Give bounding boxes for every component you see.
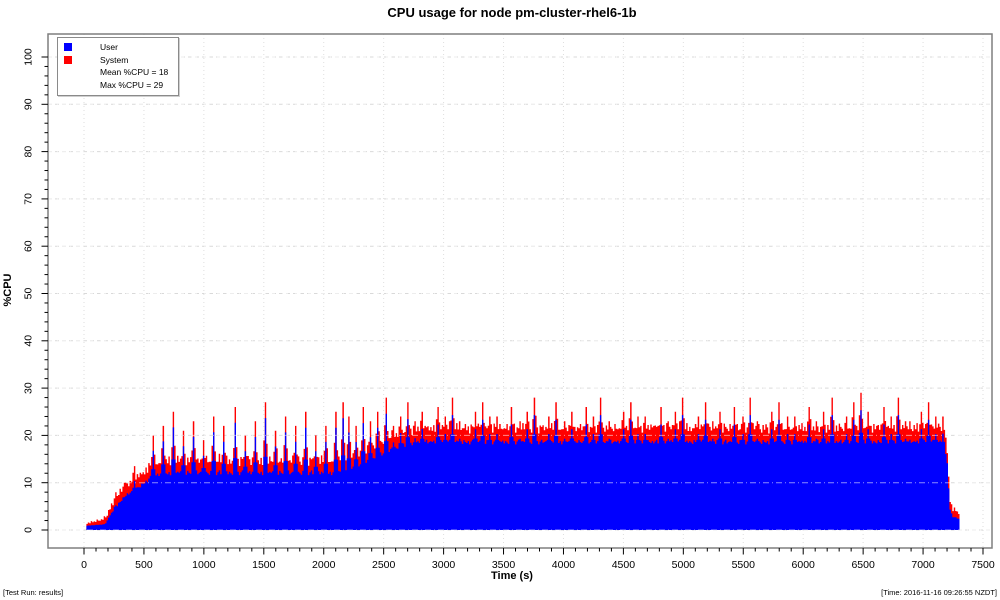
- y-tick-label: 80: [23, 146, 35, 158]
- legend-item-system: System: [64, 54, 174, 67]
- axis-ticks: [41, 56, 984, 555]
- x-tick-label: 1500: [252, 559, 276, 571]
- test-run-footer: [Test Run: results]: [3, 588, 64, 597]
- max-cpu-text: Max %CPU = 29: [100, 79, 164, 90]
- y-tick-label: 90: [23, 98, 35, 110]
- x-tick-label: 500: [135, 559, 153, 571]
- x-tick-label: 2500: [372, 559, 396, 571]
- y-tick-label: 20: [23, 429, 35, 441]
- x-tick-label: 4000: [552, 559, 576, 571]
- y-tick-label: 50: [23, 288, 35, 300]
- y-tick-label: 30: [23, 382, 35, 394]
- timestamp-footer: [Time: 2016-11-16 09:26:55 NZDT]: [881, 588, 997, 597]
- legend-item-label: User: [100, 42, 118, 52]
- y-tick-label: 70: [23, 193, 35, 205]
- x-tick-label: 3500: [492, 559, 516, 571]
- series-areas: [86, 392, 960, 530]
- y-tick-label: 60: [23, 240, 35, 252]
- chart-title: CPU usage for node pm-cluster-rhel6-1b: [387, 5, 637, 20]
- y-tick-label: 10: [23, 477, 35, 489]
- x-tick-label: 5000: [672, 559, 696, 571]
- x-tick-label: 7000: [911, 559, 935, 571]
- y-tick-label: 0: [23, 527, 35, 533]
- legend: User System Mean %CPU = 18 Max %CPU = 29: [57, 37, 179, 96]
- x-tick-label: 0: [81, 559, 87, 571]
- x-tick-label: 5500: [732, 559, 756, 571]
- legend-stat-mean-cpu: Mean %CPU = 18: [64, 66, 174, 79]
- y-tick-label: 100: [23, 48, 35, 66]
- x-tick-label: 6000: [792, 559, 816, 571]
- x-tick-label: 3000: [432, 559, 456, 571]
- x-tick-label: 1000: [192, 559, 216, 571]
- legend-item-label: System: [100, 54, 129, 65]
- x-tick-label: 6500: [851, 559, 875, 571]
- y-tick-label: 40: [23, 335, 35, 347]
- tick-labels: 0 500 1000 1500 2000 2500 3000 3500 4000 4500 5000…: [23, 48, 995, 571]
- x-axis-label: Time (s): [491, 570, 533, 582]
- user-series-swatch: [64, 43, 72, 51]
- system-series-swatch: [64, 55, 72, 64]
- legend-item-user: User: [64, 41, 174, 54]
- grid-lines-overlay: [48, 56, 992, 531]
- y-axis-label: %CPU: [2, 273, 14, 307]
- x-tick-label: 2000: [312, 559, 336, 571]
- mean-cpu-text: Mean %CPU = 18: [100, 67, 169, 77]
- x-tick-label: 4500: [612, 559, 636, 571]
- user-series-area: [86, 410, 960, 530]
- legend-stat-max-cpu: Max %CPU = 29: [64, 79, 174, 92]
- x-tick-label: 7500: [971, 559, 995, 571]
- plot-border: [47, 33, 993, 549]
